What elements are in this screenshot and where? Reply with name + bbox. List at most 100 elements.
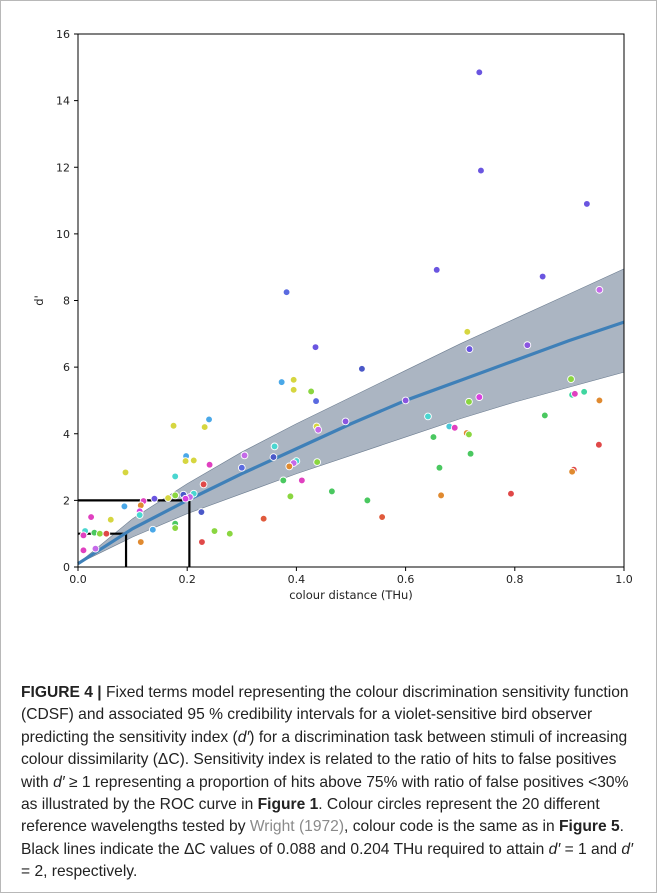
- data-point: [401, 396, 410, 405]
- figure-caption: FIGURE 4 | Fixed terms model representin…: [21, 682, 641, 884]
- data-point: [181, 494, 190, 503]
- data-point: [432, 266, 441, 274]
- data-point: [538, 272, 547, 281]
- data-point: [435, 463, 444, 472]
- data-point: [477, 166, 485, 175]
- fit-line-layer: [77, 320, 625, 566]
- data-point: [171, 491, 180, 500]
- points-layer: [79, 68, 604, 555]
- data-point: [205, 460, 214, 469]
- x-axis-label: colour distance (THu): [289, 588, 413, 602]
- y-tick-label: 6: [63, 361, 70, 374]
- y-tick-label: 10: [56, 228, 70, 241]
- data-point: [135, 511, 144, 519]
- data-point: [91, 544, 100, 553]
- data-point: [523, 341, 532, 349]
- data-point: [595, 440, 603, 449]
- data-point: [282, 288, 291, 297]
- data-point: [121, 468, 130, 477]
- caption-dprime-1: d′: [237, 728, 250, 746]
- y-tick-label: 14: [56, 95, 70, 108]
- y-axis-label: d': [32, 295, 46, 305]
- data-point: [79, 546, 88, 555]
- data-point: [307, 387, 315, 396]
- data-point: [171, 472, 180, 481]
- data-point: [298, 476, 306, 485]
- data-point: [507, 489, 515, 498]
- data-point: [171, 524, 180, 532]
- data-point: [465, 345, 474, 353]
- data-point: [437, 491, 445, 500]
- data-point: [136, 538, 145, 546]
- data-point: [259, 514, 268, 523]
- caption-text-6: . Black lines indicate the ΔC values of …: [21, 818, 624, 858]
- y-tick-label: 8: [63, 295, 70, 308]
- x-tick-label: 1.0: [615, 573, 633, 586]
- data-point: [540, 411, 549, 420]
- x-tick-label: 0.2: [178, 573, 196, 586]
- figure-1-link[interactable]: Figure 1: [257, 796, 319, 814]
- x-tick-label: 0.8: [506, 573, 524, 586]
- data-point: [378, 513, 386, 521]
- caption-text-2: ) for a discrimination task between stim…: [21, 728, 628, 791]
- data-point: [580, 387, 588, 396]
- data-point: [270, 442, 279, 451]
- data-point: [269, 453, 278, 461]
- data-point: [148, 525, 157, 534]
- data-point: [289, 375, 298, 384]
- data-point: [313, 458, 321, 466]
- data-point: [583, 200, 591, 208]
- data-point: [312, 397, 320, 405]
- data-point: [424, 412, 432, 421]
- caption-dprime-3: d′: [548, 840, 561, 858]
- data-point: [571, 389, 579, 398]
- x-tick-label: 0.0: [69, 573, 87, 586]
- data-point: [328, 487, 336, 496]
- caption-dprime-4: d′: [621, 840, 634, 858]
- data-point: [189, 456, 198, 465]
- x-tick-label: 0.4: [288, 573, 306, 586]
- data-point: [197, 508, 206, 516]
- data-point: [475, 68, 484, 77]
- data-point: [286, 492, 295, 501]
- data-point: [314, 425, 323, 434]
- wright-1972-link[interactable]: Wright (1972): [249, 818, 345, 836]
- data-point: [95, 529, 104, 538]
- y-tick-label: 12: [56, 161, 70, 174]
- data-point: [200, 423, 209, 431]
- data-point: [225, 529, 234, 538]
- data-point: [465, 397, 473, 406]
- data-point: [358, 364, 366, 373]
- figure-5-link[interactable]: Figure 5: [559, 818, 620, 836]
- data-point: [289, 385, 298, 394]
- data-point: [465, 430, 473, 439]
- data-point: [169, 421, 178, 430]
- data-point: [79, 531, 88, 540]
- data-point: [240, 451, 249, 460]
- caption-text-8: = 2, respectively.: [21, 863, 138, 881]
- data-point: [210, 527, 219, 535]
- caption-text-1: Fixed terms model representing the colou…: [21, 684, 629, 746]
- data-point: [285, 462, 294, 471]
- data-point: [198, 538, 206, 546]
- data-point: [311, 343, 320, 351]
- caption-text-7: = 1 and: [560, 840, 622, 858]
- y-tick-label: 0: [63, 561, 70, 574]
- data-point: [102, 529, 111, 538]
- caption-text-3: ≥ 1 representing a proportion of hits ab…: [21, 773, 629, 814]
- data-point: [429, 433, 438, 441]
- data-point: [450, 423, 459, 432]
- plot-area: [77, 33, 625, 568]
- caption-dprime-2: d′: [53, 773, 65, 791]
- y-tick-label: 2: [63, 494, 70, 507]
- data-point: [120, 502, 129, 511]
- data-point: [87, 513, 95, 521]
- chart: 0.0 0.2 0.4 0.6 0.8 1.0 0 2 4 6 8 10 12 14 16 colour …: [32, 28, 633, 602]
- data-point: [595, 285, 604, 294]
- data-point: [279, 476, 288, 485]
- data-point: [363, 496, 372, 505]
- data-point: [181, 457, 190, 465]
- fit-line: [77, 320, 625, 566]
- data-point: [567, 375, 575, 383]
